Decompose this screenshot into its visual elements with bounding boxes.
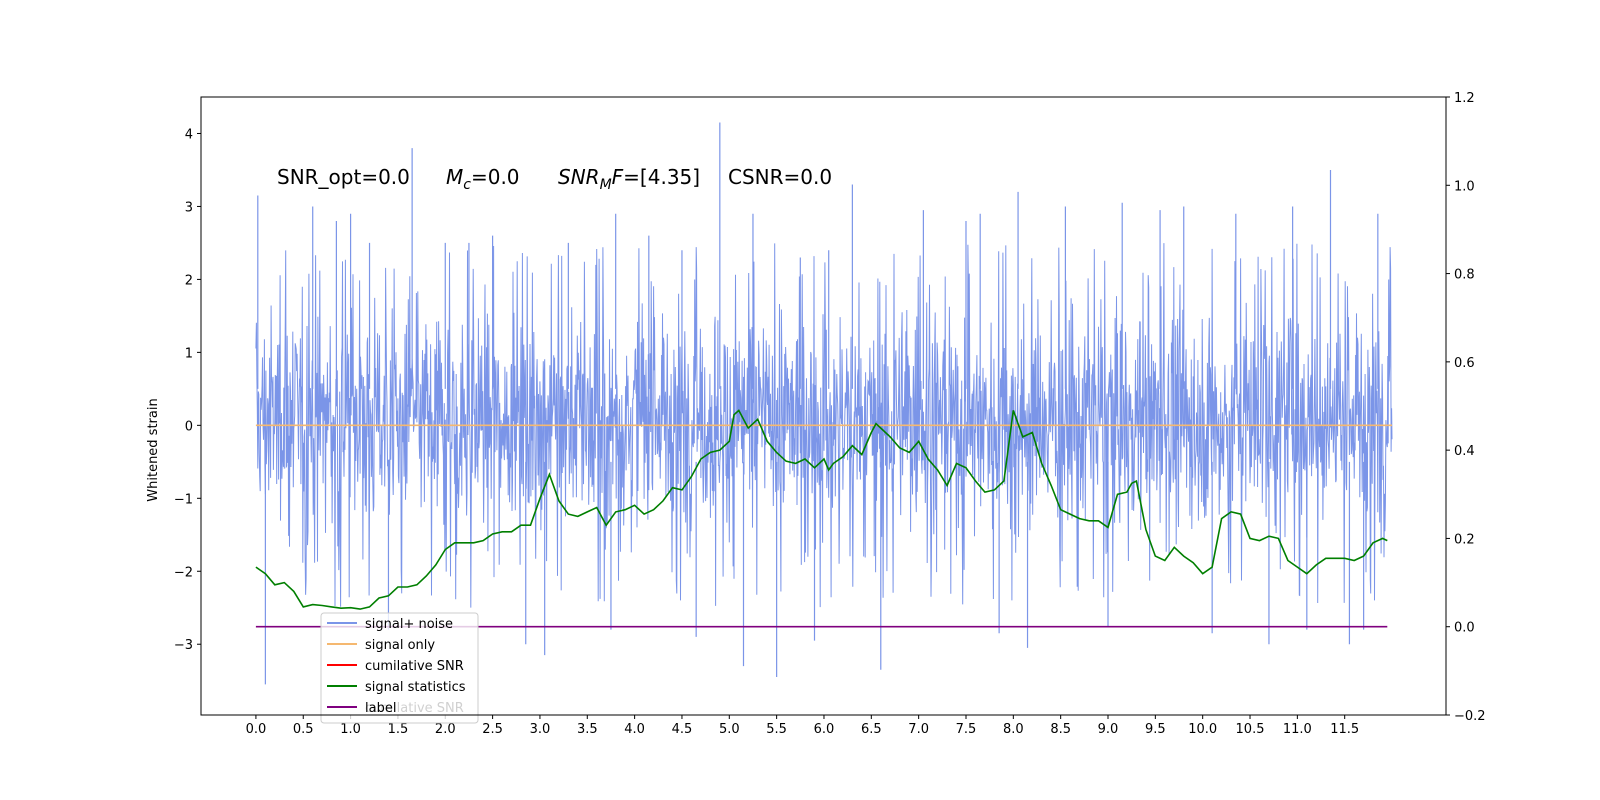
y-tick-label: 2 [185,273,193,288]
x-tick-label: 11.0 [1283,722,1312,737]
annotation-snrmf-value: =[4.35] [623,165,700,189]
x-tick-label: 0.0 [246,722,267,737]
annotation-snr-opt: SNR_opt=0.0 [277,165,410,189]
x-tick-label: 4.5 [672,722,693,737]
x-tick-label: 2.5 [482,722,503,737]
y2-tick-label: 1.2 [1454,91,1475,106]
annotation-snrmf-f: F [612,165,624,189]
x-tick-label: 6.0 [814,722,835,737]
x-tick-label: 8.5 [1050,722,1071,737]
x-tick-label: 0.5 [293,722,314,737]
x-tick-label: 4.0 [624,722,645,737]
y2-tick-label: 0.2 [1454,532,1475,547]
annotation-snrmf-snr: SNR [558,165,600,189]
x-tick-label: 10.5 [1236,722,1265,737]
x-tick-label: 5.5 [766,722,787,737]
series-signal-noise [255,243,1393,608]
x-tick-label: 5.0 [719,722,740,737]
legend-label: signal statistics [365,680,466,695]
legend-box [320,612,479,724]
x-tick-label: 8.0 [1003,722,1024,737]
x-tick-label: 10.0 [1188,722,1217,737]
annotation-csnr: CSNR=0.0 [728,165,832,189]
y-axis-left: −3 −2 −1 0 1 2 3 4 [174,127,201,653]
y-tick-label: 1 [185,346,193,361]
y2-tick-label: −0.2 [1454,709,1486,724]
annotation-snrmf: SNRMF=[4.35] [558,165,700,193]
y-axis-label: Whitened strain [146,398,161,501]
x-axis: 0.0 0.5 1.0 1.5 2.0 2.5 3.0 3.5 4.0 4.5 5.0 5.5 6.0 6… [246,715,1359,737]
y-axis-right: −0.2 0.0 0.2 0.4 0.6 0.8 1.0 1.2 [1446,91,1486,724]
x-tick-label: 1.0 [340,722,361,737]
x-tick-label: 9.5 [1145,722,1166,737]
y-tick-label: 3 [185,200,193,215]
annotation-mc-sub: c [463,177,471,193]
y-tick-label: 4 [185,127,193,142]
x-tick-label: 7.0 [908,722,929,737]
x-tick-label: 6.5 [861,722,882,737]
x-tick-label: 3.5 [577,722,598,737]
annotation-mc-symbol: M [446,165,463,189]
plot-frame [200,96,1447,716]
annotation-line: SNR_opt=0.0 Mc=0.0 SNRMF=[4.35] CSNR=0.0 [277,165,832,193]
x-tick-label: 2.0 [435,722,456,737]
x-tick-label: 7.5 [956,722,977,737]
y2-tick-label: 0.0 [1454,621,1475,636]
y2-tick-label: 1.0 [1454,179,1475,194]
y-tick-label: −3 [174,638,193,653]
legend-hidden-text: cumilative SNR [365,701,464,716]
annotation-mc: Mc=0.0 [446,165,520,193]
series-signal-statistics [255,409,1388,610]
legend-label: signal+ noise [365,617,453,632]
y2-tick-label: 0.4 [1454,444,1475,459]
y2-tick-label: 0.6 [1454,356,1475,371]
y-tick-label: −2 [174,565,193,580]
legend-label: signal only [365,638,435,653]
legend-label: cumilative SNR [365,659,464,674]
annotation-snrmf-sub: M [600,177,612,193]
x-tick-label: 9.0 [1098,722,1119,737]
y-tick-label: −1 [174,492,193,507]
x-tick-label: 1.5 [388,722,409,737]
y2-tick-label: 0.8 [1454,268,1475,283]
y-tick-label: 0 [185,419,193,434]
legend-label: label [365,701,396,716]
legend-items: signal+ noise signal only cumilative SNR si… [327,617,466,716]
plot-area [255,122,1393,685]
annotation-mc-value: =0.0 [471,165,520,189]
legend: cumilative SNR signal+ noise signal only c… [320,612,479,724]
x-tick-label: 11.5 [1330,722,1359,737]
x-tick-label: 3.0 [530,722,551,737]
